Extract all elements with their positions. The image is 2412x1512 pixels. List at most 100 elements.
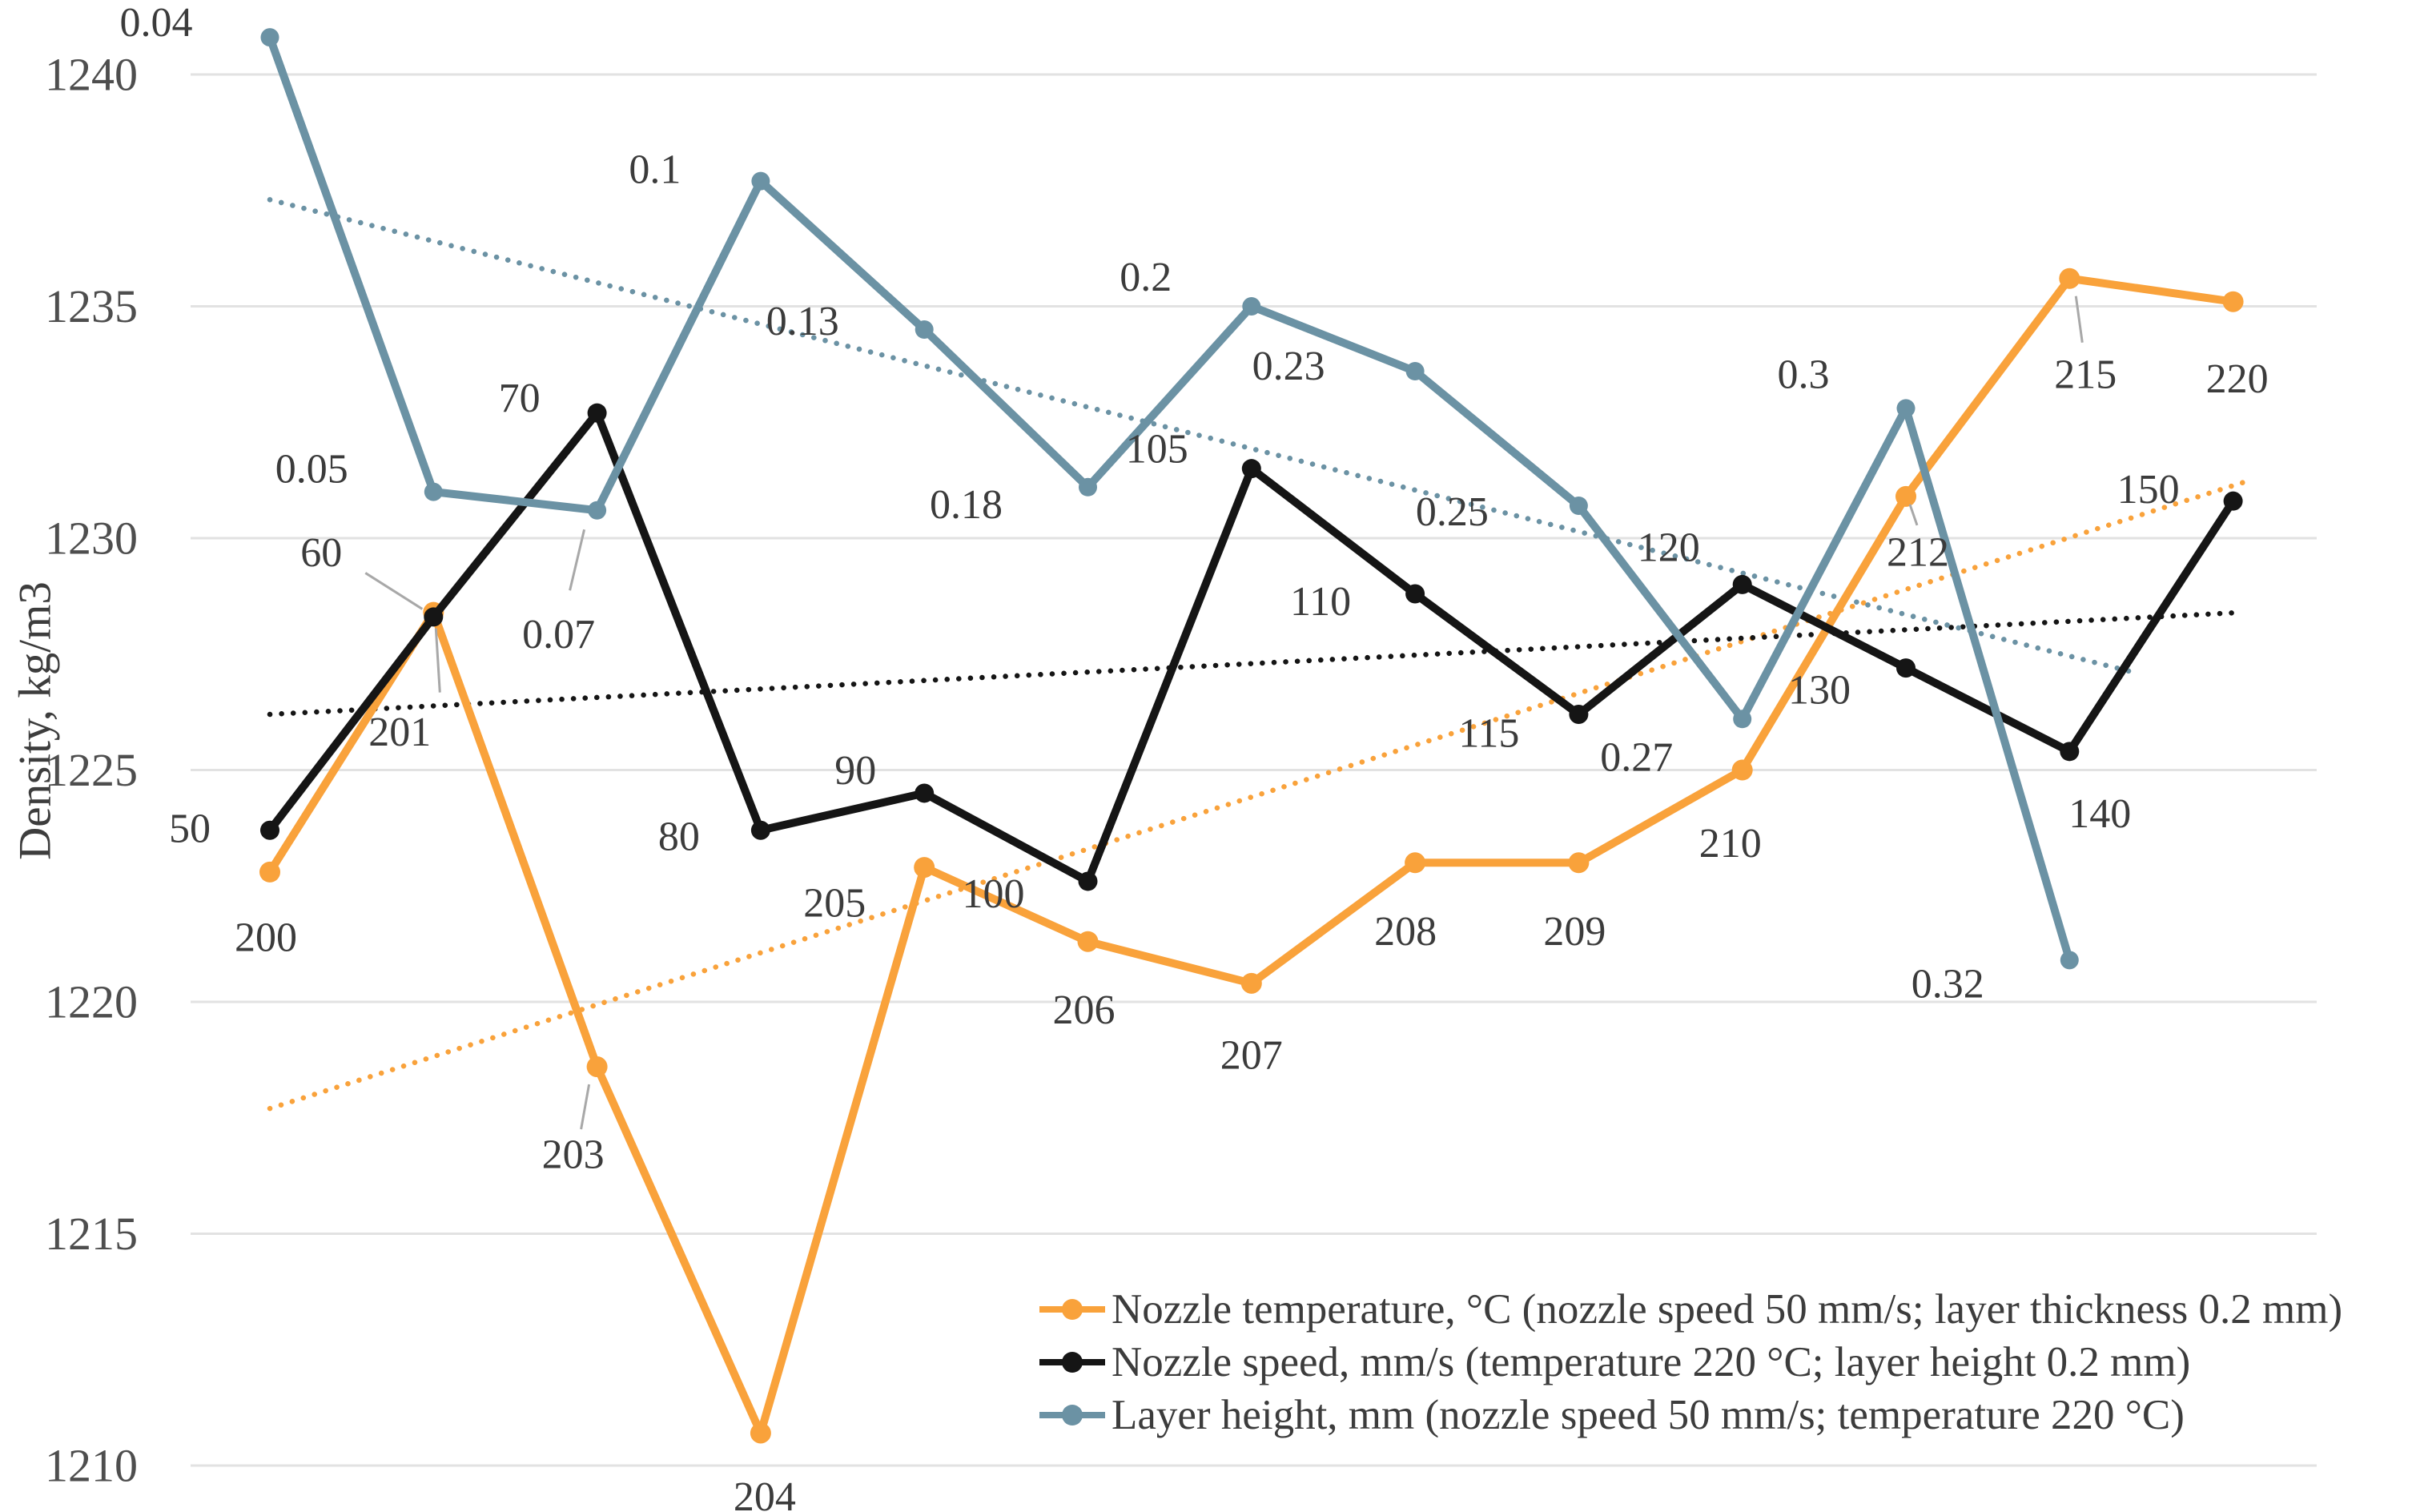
- data-point-marker: [1895, 485, 1916, 507]
- data-point-marker: [750, 820, 770, 840]
- trendline-series-2: [267, 197, 2138, 676]
- data-point-marker: [259, 861, 280, 883]
- data-point-marker: [1240, 972, 1262, 994]
- data-point-marker: [1569, 705, 1589, 725]
- legend: Nozzle temperature, °C (nozzle speed 50 …: [1038, 1283, 2342, 1442]
- y-tick-label: 1220: [45, 976, 138, 1028]
- legend-item-1: Nozzle speed, mm/s (temperature 220 °C; …: [1038, 1336, 2342, 1389]
- data-point-label: 60: [300, 530, 342, 576]
- data-point-label: 90: [834, 748, 876, 794]
- data-point-marker: [1405, 852, 1426, 874]
- data-point-label: 0.25: [1416, 489, 1489, 535]
- data-point-marker: [2059, 267, 2080, 289]
- data-point-label: 205: [803, 881, 866, 927]
- legend-item-label: Nozzle speed, mm/s (temperature 220 °C; …: [1112, 1339, 2191, 1385]
- data-point-label: 0.1: [629, 147, 681, 193]
- data-point-marker: [915, 320, 934, 339]
- data-point-marker: [2223, 491, 2243, 511]
- data-point-marker: [1896, 658, 1916, 678]
- data-point-marker: [586, 1056, 608, 1078]
- data-point-marker: [588, 501, 607, 520]
- data-point-label: 203: [542, 1132, 605, 1178]
- data-point-label: 201: [368, 710, 431, 755]
- data-point-marker: [260, 28, 279, 47]
- legend-marker-icon: [1039, 1299, 1105, 1320]
- data-point-label: 130: [1788, 668, 1851, 714]
- legend-marker-dot: [1062, 1405, 1083, 1426]
- data-point-marker: [1078, 871, 1098, 891]
- data-point-marker: [1241, 459, 1261, 479]
- legend-marker-dot: [1062, 1352, 1083, 1373]
- label-leader-line: [569, 529, 586, 591]
- data-point-marker: [2222, 291, 2244, 312]
- data-point-label: 0.13: [766, 299, 839, 344]
- data-point-marker: [424, 607, 444, 627]
- data-point-label: 208: [1374, 909, 1437, 955]
- data-point-label: 80: [658, 814, 700, 859]
- data-point-label: 0.23: [1252, 344, 1325, 389]
- data-point-label: 207: [1220, 1032, 1283, 1078]
- data-point-label: 209: [1543, 909, 1606, 955]
- data-point-label: 150: [2117, 467, 2180, 513]
- data-point-label: 0.2: [1120, 255, 1172, 300]
- trendline-series-0: [267, 480, 2246, 1112]
- y-tick-label: 1225: [45, 744, 138, 796]
- y-tick-label: 1240: [45, 49, 138, 101]
- label-leader-line: [434, 628, 441, 693]
- data-point-marker: [1077, 931, 1099, 952]
- data-point-marker: [2060, 742, 2080, 762]
- data-point-marker: [2060, 951, 2079, 970]
- data-point-marker: [1079, 477, 1097, 497]
- data-point-label: 215: [2054, 352, 2117, 397]
- data-point-marker: [915, 783, 935, 803]
- data-point-label: 206: [1053, 987, 1116, 1033]
- data-point-marker: [751, 171, 770, 191]
- legend-marker-icon: [1039, 1352, 1105, 1373]
- data-point-marker: [1732, 574, 1752, 594]
- data-point-marker: [424, 482, 443, 501]
- data-point-label: 0.32: [1912, 961, 1984, 1007]
- data-point-label: 0.3: [1778, 352, 1830, 397]
- data-point-label: 220: [2206, 356, 2269, 402]
- data-point-marker: [1569, 496, 1588, 515]
- legend-item-label: Layer height, mm (nozzle speed 50 mm/s; …: [1112, 1392, 2185, 1438]
- data-point-marker: [1896, 399, 1916, 418]
- data-point-label: 0.05: [275, 447, 348, 493]
- y-tick-label: 1210: [45, 1440, 138, 1492]
- data-point-label: 105: [1126, 427, 1188, 472]
- data-point-label: 70: [499, 376, 541, 421]
- data-point-label: 0.04: [120, 0, 193, 46]
- legend-item-0: Nozzle temperature, °C (nozzle speed 50 …: [1038, 1283, 2342, 1336]
- legend-marker-dot: [1062, 1299, 1083, 1320]
- label-leader-line: [580, 1084, 591, 1130]
- data-point-marker: [260, 820, 279, 840]
- data-point-label: 120: [1638, 525, 1700, 570]
- data-point-marker: [1242, 297, 1261, 316]
- data-point-marker: [1733, 710, 1752, 729]
- data-point-label: 200: [235, 915, 297, 960]
- legend-marker-icon: [1039, 1405, 1105, 1426]
- label-leader-line: [1908, 504, 1919, 526]
- data-point-label: 204: [734, 1474, 796, 1512]
- legend-item-label: Nozzle temperature, °C (nozzle speed 50 …: [1112, 1286, 2343, 1333]
- data-point-marker: [1731, 759, 1753, 781]
- y-tick-label: 1230: [45, 513, 138, 565]
- data-point-label: 0.18: [930, 482, 1003, 528]
- data-point-label: 0.07: [522, 612, 595, 657]
- data-point-label: 50: [169, 806, 211, 851]
- data-point-marker: [1405, 362, 1425, 381]
- y-tick-label: 1215: [45, 1208, 138, 1260]
- data-point-label: 100: [963, 871, 1025, 917]
- data-point-label: 115: [1458, 711, 1519, 757]
- series-line-2: [266, 33, 2074, 964]
- data-point-label: 212: [1887, 529, 1949, 575]
- data-point-marker: [914, 857, 935, 879]
- data-point-marker: [587, 403, 607, 423]
- data-point-marker: [1405, 584, 1425, 604]
- label-leader-line: [2074, 296, 2084, 343]
- data-point-label: 110: [1290, 579, 1351, 625]
- data-point-label: 210: [1699, 821, 1762, 867]
- trendline-series-1: [267, 609, 2246, 718]
- data-point-label: 0.27: [1600, 734, 1673, 780]
